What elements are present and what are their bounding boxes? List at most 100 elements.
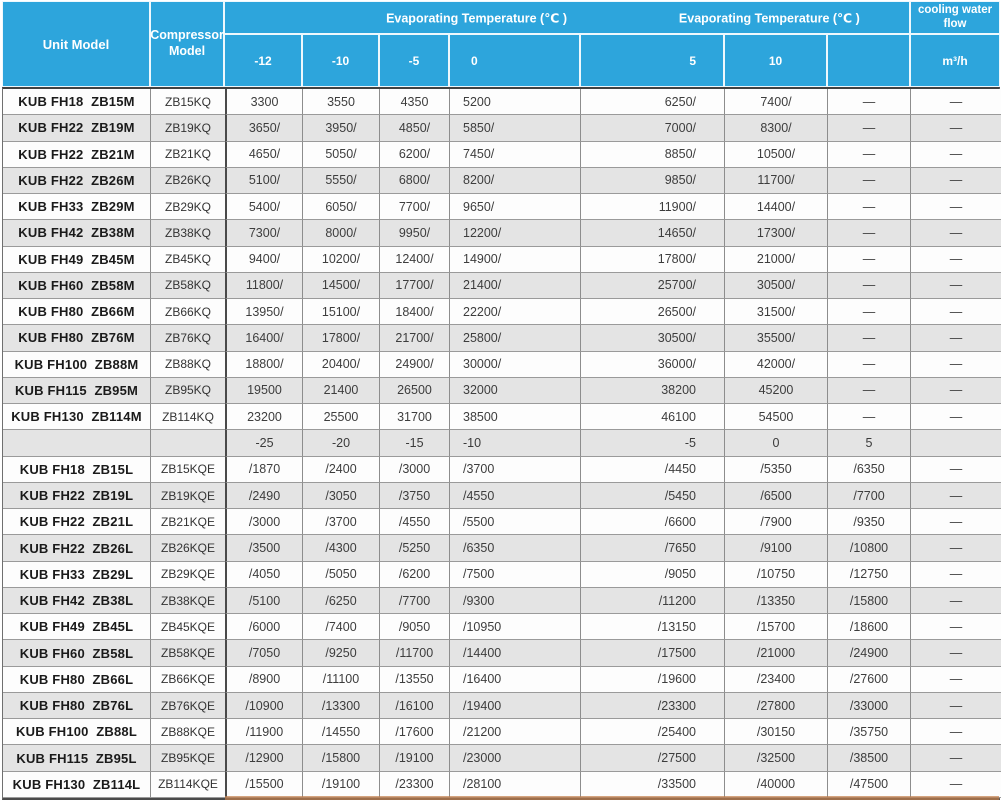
value-cell: — [911, 535, 1001, 562]
value-cell: /13550 [380, 666, 450, 693]
value-cell: 19500 [225, 377, 303, 405]
value-cell: /7700 [380, 587, 450, 615]
value-cell: /5100 [225, 587, 303, 615]
value-cell: — [911, 667, 1001, 693]
value-cell: 8300/ [725, 115, 828, 142]
unit-model-cell: KUB FH60 ZB58M [3, 272, 151, 300]
table-row: KUB FH100 ZB88M ZB88KQ 18800/20400/24900/3… [3, 351, 1001, 378]
value-cell: /6600 [581, 509, 725, 536]
value-cell: /4550 [450, 482, 581, 510]
value-cell: -15 [380, 430, 450, 457]
value-cell: 12200/ [450, 220, 581, 247]
value-cell: — [911, 115, 1001, 142]
value-cell: 3300 [225, 89, 303, 116]
unit-model-cell: KUB FH18 ZB15L [3, 456, 151, 483]
value-cell: 14400/ [725, 194, 828, 221]
value-cell: 17800/ [581, 246, 725, 273]
value-cell: /4450 [581, 456, 725, 483]
compressor-model-cell: ZB114KQ [151, 404, 225, 431]
table-row: KUB FH33 ZB29M ZB29KQ 5400/6050/7700/9650/… [3, 194, 1001, 221]
value-cell: /9100 [725, 535, 828, 562]
unit-model-cell: KUB FH115 ZB95M [3, 377, 151, 405]
value-cell: 35500/ [725, 325, 828, 352]
unit-model-cell: KUB FH33 ZB29L [3, 561, 151, 588]
value-cell: — [911, 640, 1001, 667]
value-cell: — [911, 247, 1001, 273]
value-cell: 7300/ [225, 220, 303, 247]
value-cell: 3950/ [303, 115, 380, 142]
value-cell: 31700 [380, 404, 450, 431]
value-cell: /4550 [380, 509, 450, 536]
compressor-model-cell: ZB58KQ [151, 273, 225, 300]
value-cell: 10200/ [303, 246, 380, 273]
table-row: KUB FH115 ZB95M ZB95KQ 19500 21400 26500 3200… [3, 377, 1001, 405]
compressor-model-cell: ZB29KQE [151, 562, 225, 588]
table-row: KUB FH18 ZB15L ZB15KQE/1870/2400/3000/370… [3, 456, 1001, 483]
value-cell: — [911, 772, 1001, 798]
value-cell: -5 [581, 430, 725, 457]
value-cell: /10750 [725, 561, 828, 588]
value-cell: — [911, 325, 1001, 352]
value-cell: /33500 [581, 771, 725, 798]
value-cell: /14550 [303, 719, 380, 746]
value-cell [911, 430, 1001, 457]
value-cell: 8000/ [303, 220, 380, 247]
value-cell: /23000 [450, 745, 581, 772]
value-cell: /47500 [828, 771, 911, 798]
temp-col-header-10: 10 [724, 34, 827, 87]
value-cell: 32000 [450, 377, 581, 405]
value-cell: /15700 [725, 614, 828, 641]
compressor-model-cell: ZB45KQ [151, 247, 225, 273]
compressor-model-cell: ZB88KQE [151, 719, 225, 746]
value-cell: /13300 [303, 692, 380, 720]
value-cell: /19400 [450, 692, 581, 720]
value-cell: -20 [303, 430, 380, 457]
value-cell: /7050 [225, 640, 303, 667]
value-cell: 14650/ [581, 220, 725, 247]
value-cell: — [828, 325, 911, 352]
value-cell: — [828, 89, 911, 116]
value-cell: /27500 [581, 745, 725, 772]
value-cell: /7900 [725, 509, 828, 536]
value-cell: 7400/ [725, 89, 828, 116]
value-cell: 21400/ [450, 272, 581, 300]
value-cell: 10500/ [725, 141, 828, 168]
compressor-model-cell: ZB29KQ [151, 194, 225, 221]
compressor-model-cell: ZB95KQ [151, 378, 225, 405]
table-row: KUB FH42 ZB38L ZB38KQE/5100/6250/7700/930… [3, 587, 1001, 615]
value-cell: 46100 [581, 404, 725, 431]
value-cell: /6350 [450, 535, 581, 562]
value-cell: -10 [450, 430, 581, 457]
value-cell: /5450 [581, 482, 725, 510]
value-cell: 17800/ [303, 325, 380, 352]
value-cell: /11700 [380, 640, 450, 667]
table-row: KUB FH80 ZB66L ZB66KQE/8900/11100/13550/1… [3, 666, 1001, 693]
value-cell: 15100/ [303, 299, 380, 326]
value-cell: 24900/ [380, 351, 450, 378]
table-row: KUB FH22 ZB21M ZB21KQ 4650/5050/6200/7450/… [3, 141, 1001, 168]
value-cell: /7650 [581, 535, 725, 562]
value-cell: 3550 [303, 89, 380, 116]
value-cell: /40000 [725, 771, 828, 798]
value-cell: /6200 [380, 561, 450, 588]
value-cell: /3700 [450, 456, 581, 483]
value-cell: — [911, 273, 1001, 300]
value-cell: /19100 [380, 745, 450, 772]
table-row: KUB FH49 ZB45M ZB45KQ 9400/10200/12400/149… [3, 246, 1001, 273]
value-cell: 9400/ [225, 246, 303, 273]
unit-model-cell: KUB FH100 ZB88L [3, 719, 151, 746]
value-cell: 25800/ [450, 325, 581, 352]
value-cell: 7000/ [581, 115, 725, 142]
table-row: KUB FH18 ZB15M ZB15KQ 3300 3550 4350 5200 6250… [3, 89, 1001, 116]
value-cell: 25700/ [581, 272, 725, 300]
table-row: KUB FH60 ZB58M ZB58KQ 11800/14500/17700/21… [3, 272, 1001, 300]
cooling-water-flow-header: cooling water flow [910, 1, 1000, 34]
value-cell: /1870 [225, 456, 303, 483]
value-cell: — [828, 141, 911, 168]
compressor-model-cell: ZB114KQE [151, 772, 225, 798]
table-row: KUB FH80 ZB66M ZB66KQ 13950/15100/18400/22… [3, 299, 1001, 326]
value-cell: — [911, 614, 1001, 641]
value-cell: /3000 [225, 509, 303, 536]
value-cell: 30500/ [725, 272, 828, 300]
table-row: KUB FH49 ZB45L ZB45KQE/6000/7400/9050/109… [3, 614, 1001, 641]
